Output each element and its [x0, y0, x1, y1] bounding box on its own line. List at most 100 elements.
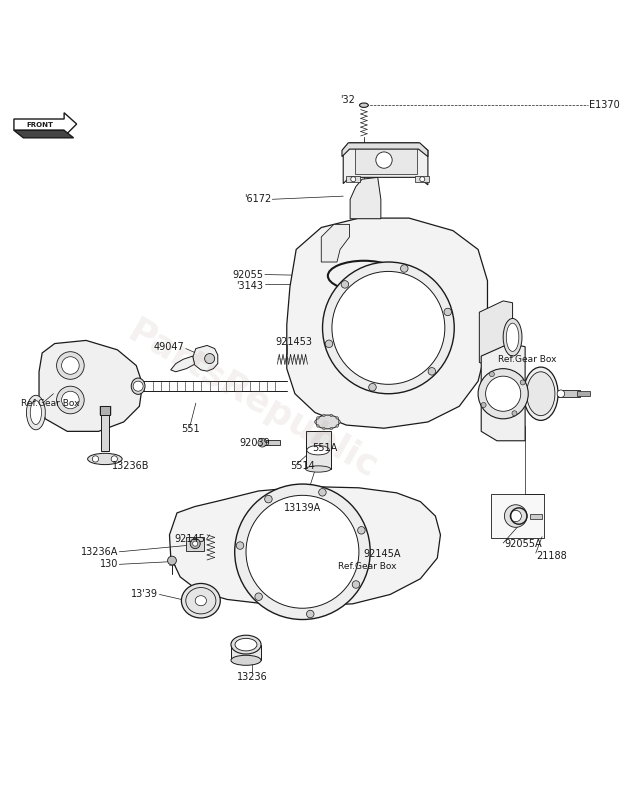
Circle shape — [235, 484, 370, 619]
Bar — [355, 146, 417, 174]
Circle shape — [57, 352, 84, 379]
Ellipse shape — [231, 655, 261, 666]
Bar — [101, 410, 108, 451]
Ellipse shape — [88, 454, 122, 465]
Circle shape — [57, 386, 84, 414]
Polygon shape — [14, 130, 74, 138]
Circle shape — [481, 402, 486, 407]
Ellipse shape — [235, 638, 257, 651]
Circle shape — [325, 340, 333, 347]
Circle shape — [190, 538, 200, 549]
Bar — [262, 440, 280, 445]
Circle shape — [317, 417, 319, 419]
Circle shape — [93, 456, 99, 462]
Circle shape — [317, 425, 319, 427]
Text: '6172: '6172 — [244, 194, 271, 204]
Circle shape — [490, 372, 495, 377]
Circle shape — [62, 391, 79, 409]
Polygon shape — [481, 343, 525, 441]
Polygon shape — [343, 143, 428, 185]
Polygon shape — [321, 224, 350, 262]
Text: 92145: 92145 — [175, 534, 205, 544]
Circle shape — [341, 281, 348, 288]
Circle shape — [168, 556, 176, 565]
Ellipse shape — [527, 372, 555, 416]
Text: 551A: 551A — [312, 443, 337, 454]
Polygon shape — [193, 346, 218, 371]
Ellipse shape — [360, 103, 369, 107]
Text: 13236B: 13236B — [112, 461, 150, 471]
Text: E1370: E1370 — [589, 100, 620, 110]
Polygon shape — [479, 301, 513, 372]
Text: 551: 551 — [181, 425, 200, 434]
Text: FRONT: FRONT — [27, 122, 54, 128]
Circle shape — [420, 177, 425, 182]
Circle shape — [510, 510, 522, 522]
Text: 92039: 92039 — [240, 438, 270, 448]
Circle shape — [401, 265, 408, 272]
Bar — [346, 176, 360, 182]
Text: 92145A: 92145A — [364, 549, 401, 558]
Circle shape — [338, 421, 341, 423]
Ellipse shape — [131, 378, 145, 394]
Circle shape — [486, 376, 521, 411]
Text: Ref.Gear Box: Ref.Gear Box — [498, 354, 557, 364]
Text: '32: '32 — [340, 95, 355, 105]
Bar — [100, 406, 110, 415]
Text: 13236: 13236 — [237, 672, 268, 682]
Text: 130: 130 — [100, 559, 118, 570]
Circle shape — [236, 542, 244, 550]
Text: 921453: 921453 — [275, 338, 312, 347]
Text: 13236A: 13236A — [81, 547, 118, 558]
Circle shape — [557, 390, 564, 398]
Polygon shape — [287, 218, 488, 428]
Circle shape — [369, 383, 376, 391]
Circle shape — [323, 427, 325, 430]
Text: 49047: 49047 — [154, 342, 185, 352]
Circle shape — [520, 380, 525, 385]
Ellipse shape — [503, 318, 522, 356]
Polygon shape — [39, 341, 142, 431]
Text: '3143: '3143 — [237, 281, 263, 291]
Circle shape — [306, 610, 314, 618]
Ellipse shape — [231, 635, 261, 654]
Circle shape — [323, 262, 454, 394]
Ellipse shape — [307, 446, 329, 455]
Circle shape — [336, 417, 338, 419]
Circle shape — [376, 152, 392, 168]
Text: 92055A: 92055A — [505, 539, 542, 550]
Polygon shape — [342, 143, 428, 157]
Circle shape — [62, 357, 79, 374]
Circle shape — [358, 526, 365, 534]
Circle shape — [193, 541, 198, 546]
Text: 13139A: 13139A — [284, 503, 321, 513]
Circle shape — [319, 489, 326, 496]
Ellipse shape — [26, 395, 45, 430]
Circle shape — [505, 505, 527, 527]
Text: 5514: 5514 — [290, 461, 314, 471]
Ellipse shape — [30, 401, 42, 425]
Circle shape — [512, 410, 517, 416]
Bar — [529, 514, 542, 519]
Text: Ref.Gear Box: Ref.Gear Box — [21, 398, 80, 408]
Circle shape — [352, 581, 360, 588]
Circle shape — [332, 271, 445, 384]
Text: PartsRepublic: PartsRepublic — [122, 314, 383, 486]
Ellipse shape — [195, 596, 207, 606]
Text: Ref.Gear Box: Ref.Gear Box — [338, 562, 397, 570]
Bar — [558, 390, 580, 398]
Circle shape — [323, 414, 325, 417]
Circle shape — [314, 421, 317, 423]
Bar — [491, 494, 544, 538]
Ellipse shape — [316, 415, 340, 429]
Circle shape — [330, 427, 333, 430]
Polygon shape — [171, 356, 195, 372]
Circle shape — [255, 593, 263, 601]
Bar — [306, 431, 331, 469]
Circle shape — [444, 308, 452, 316]
Text: 92055: 92055 — [232, 270, 263, 279]
Bar — [415, 176, 429, 182]
Ellipse shape — [306, 466, 331, 472]
Bar — [186, 537, 204, 550]
Circle shape — [111, 456, 117, 462]
